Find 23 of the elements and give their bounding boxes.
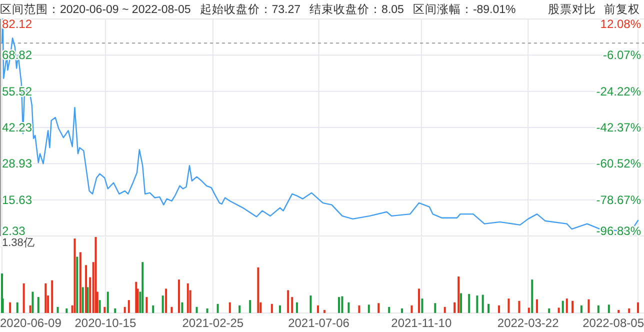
y-tick-label: 28.93	[2, 156, 32, 171]
x-tick-label: 2022-03-22	[497, 316, 560, 330]
annotation: 1.38亿	[2, 237, 34, 249]
text: 前复权	[604, 2, 640, 17]
x-tick-label: 2021-11-10	[391, 316, 452, 330]
text: 区间涨幅：-89.01%	[412, 2, 516, 17]
y2-tick-label: -6.07%	[602, 48, 642, 62]
text: 结束收盘价：8.05	[310, 2, 404, 17]
y2-tick-label: -24.22%	[596, 84, 642, 98]
x-tick-label: 2021-02-25	[182, 316, 244, 330]
x-tick-label: 2022-08-05	[582, 316, 644, 330]
y-tick-label: 2.33	[2, 224, 26, 238]
y2-tick-label: -60.52%	[596, 156, 642, 171]
y-tick-label: 15.63	[2, 192, 32, 207]
x-tick-label: 2020-06-09	[0, 316, 62, 330]
x-tick-label: 2020-10-15	[74, 316, 136, 330]
text: 股票对比	[548, 2, 596, 17]
text: 起始收盘价：73.27	[200, 2, 301, 17]
chart-title: 区间范围：2020-06-09 ~ 2022-08-05	[0, 2, 191, 17]
x-tick-label: 2021-07-06	[288, 316, 350, 330]
y2-tick-label: -78.67%	[596, 192, 642, 207]
y2-tick-label: -42.37%	[596, 120, 642, 134]
y2-tick-label: 12.08%	[600, 17, 642, 31]
